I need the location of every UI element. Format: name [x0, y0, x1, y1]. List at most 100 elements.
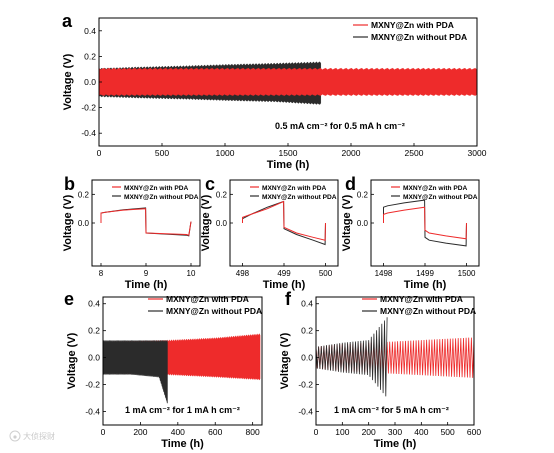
- x-tick-label: 499: [277, 269, 291, 278]
- y-tick-label: -0.4: [81, 128, 96, 138]
- y-tick-label: 0.2: [78, 190, 90, 199]
- panel-label: f: [285, 289, 292, 309]
- plot-area: [100, 207, 192, 237]
- y-axis-title: Voltage (V): [66, 332, 78, 389]
- y-tick-label: 0.2: [88, 326, 100, 336]
- x-axis-title: Time (h): [404, 279, 447, 291]
- legend: MXNY@Zn with PDA MXNY@Zn without PDA: [148, 294, 262, 316]
- x-tick-label: 8: [99, 269, 104, 278]
- x-tick-label: 400: [171, 427, 185, 437]
- legend-label: MXNY@Zn without PDA: [403, 194, 478, 201]
- y-tick-label: 0.0: [216, 219, 228, 228]
- series-with-pda: [99, 67, 477, 96]
- chart-panel-e: 0 200 400 600 800 -0.4 -0.2 0.0 0.2 0.4 Time (h) Vo…: [64, 289, 263, 450]
- y-tick-label: 0.4: [301, 299, 313, 309]
- legend-label: MXNY@Zn with PDA: [166, 294, 249, 304]
- y-tick-label: 0.0: [301, 353, 313, 363]
- legend-label: MXNY@Zn with PDA: [124, 185, 189, 192]
- y-axis-title: Voltage (V): [200, 194, 212, 251]
- legend-label: MXNY@Zn without PDA: [166, 306, 262, 316]
- y-tick-label: -0.2: [85, 380, 100, 390]
- condition-annotation: 1 mA cm⁻² for 5 mA h cm⁻²: [334, 405, 449, 415]
- legend-label: MXNY@Zn without PDA: [262, 194, 337, 201]
- condition-annotation: 1 mA cm⁻² for 1 mA h cm⁻²: [125, 405, 240, 415]
- condition-annotation: 0.5 mA cm⁻² for 0.5 mA h cm⁻²: [275, 121, 405, 131]
- x-tick-label: 600: [208, 427, 222, 437]
- panel-label: b: [64, 174, 75, 194]
- legend: MXNY@Zn with PDA MXNY@Zn without PDA: [362, 294, 476, 316]
- series-with-pda: [100, 208, 192, 236]
- plot-area: [103, 333, 261, 404]
- x-tick-label: 9: [144, 269, 149, 278]
- panel-label: e: [64, 289, 74, 309]
- x-tick-label: 1000: [216, 148, 235, 158]
- chart-panel-b: 8 9 10 0.0 0.2 Time (h) Voltage (V)b MXNY@Zn wi…: [62, 174, 201, 291]
- x-tick-label: 600: [467, 427, 481, 437]
- x-tick-label: 0: [97, 148, 102, 158]
- y-tick-label: 0.4: [84, 26, 96, 36]
- legend: MXNY@Zn with PDA MXNY@Zn without PDA: [391, 185, 478, 201]
- x-tick-label: 400: [414, 427, 428, 437]
- y-axis-title: Voltage (V): [341, 194, 353, 251]
- chart-panel-f: 0 100 200 300 400 500 600 -0.4 -0.2 0.0 0.2 0.4 Time…: [279, 289, 481, 450]
- panel-label: a: [62, 11, 73, 31]
- watermark: 大侦探财: [9, 430, 55, 442]
- x-tick-label: 200: [362, 427, 376, 437]
- y-tick-label: 0.0: [357, 219, 369, 228]
- x-tick-label: 3000: [468, 148, 487, 158]
- legend: MXNY@Zn with PDA MXNY@Zn without PDA: [353, 20, 467, 42]
- y-axis-title: Voltage (V): [62, 194, 74, 251]
- legend-label: MXNY@Zn without PDA: [371, 32, 467, 42]
- x-tick-label: 1500: [279, 148, 298, 158]
- x-tick-label: 800: [246, 427, 260, 437]
- series-without-pda: [103, 339, 168, 404]
- weibo-logo-icon: [9, 430, 21, 442]
- x-axis-title: Time (h): [374, 438, 417, 450]
- x-axis-title: Time (h): [267, 159, 310, 171]
- x-axis-title: Time (h): [161, 438, 204, 450]
- legend: MXNY@Zn with PDA MXNY@Zn without PDA: [112, 185, 199, 201]
- x-tick-label: 500: [441, 427, 455, 437]
- legend-label: MXNY@Zn without PDA: [124, 194, 199, 201]
- x-tick-label: 1500: [458, 269, 476, 278]
- x-tick-label: 498: [236, 269, 250, 278]
- y-tick-label: 0.2: [216, 190, 228, 199]
- y-tick-label: 0.2: [84, 51, 96, 61]
- chart-panel-d: 1498 1499 1500 0.0 0.2 Time (h) Voltage (V)d MX…: [341, 174, 480, 291]
- series-with-pda: [383, 206, 467, 240]
- y-tick-label: -0.2: [81, 103, 96, 113]
- x-tick-label: 0: [101, 427, 106, 437]
- x-tick-label: 300: [388, 427, 402, 437]
- axes-frame: [102, 296, 263, 426]
- x-tick-label: 500: [319, 269, 333, 278]
- y-axis-title: Voltage (V): [62, 53, 74, 110]
- series-without-pda: [316, 317, 388, 397]
- chart-panel-a: 0 500 1000 1500 2000 2500 3000 -0.4 -0.2 0.0 0.2 0.…: [62, 11, 487, 171]
- plot-area: [316, 317, 474, 397]
- y-tick-label: -0.2: [298, 380, 313, 390]
- legend-label: MXNY@Zn with PDA: [403, 185, 468, 192]
- plot-area: [99, 61, 477, 105]
- plot-area: [383, 199, 467, 247]
- legend-label: MXNY@Zn with PDA: [371, 20, 454, 30]
- y-tick-label: 0.2: [357, 190, 369, 199]
- y-tick-label: 0.0: [84, 77, 96, 87]
- legend-label: MXNY@Zn with PDA: [380, 294, 463, 304]
- series-with-pda: [242, 200, 326, 241]
- x-tick-label: 100: [335, 427, 349, 437]
- y-tick-label: 0.0: [88, 353, 100, 363]
- panel-label: c: [205, 174, 215, 194]
- legend-label: MXNY@Zn without PDA: [380, 306, 476, 316]
- x-tick-label: 1498: [375, 269, 393, 278]
- y-tick-label: -0.4: [298, 407, 313, 417]
- x-tick-label: 200: [133, 427, 147, 437]
- x-tick-label: 1499: [416, 269, 434, 278]
- panel-label: d: [345, 174, 356, 194]
- y-tick-label: -0.4: [85, 407, 100, 417]
- x-tick-label: 2000: [342, 148, 361, 158]
- y-tick-label: 0.0: [78, 219, 90, 228]
- x-axis-title: Time (h): [263, 279, 306, 291]
- chart-panel-c: 498 499 500 0.0 0.2 Time (h) Voltage (V)c MXNY@…: [200, 174, 339, 291]
- watermark-text: 大侦探财: [23, 431, 55, 441]
